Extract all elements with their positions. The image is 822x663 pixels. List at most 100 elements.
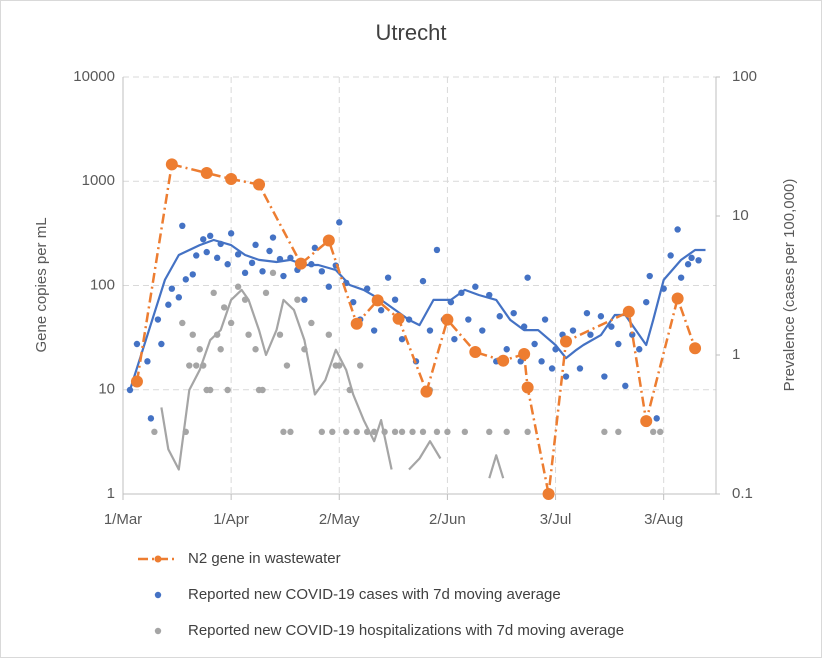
data-point	[447, 298, 455, 306]
data-point	[560, 335, 573, 348]
data-point	[677, 274, 685, 281]
data-point	[419, 277, 427, 285]
data-point	[458, 289, 465, 297]
data-point	[531, 340, 538, 348]
data-point	[133, 340, 141, 348]
data-point	[196, 346, 203, 353]
data-point	[301, 296, 308, 303]
y2-tick-label: 100	[732, 68, 757, 85]
data-point	[280, 428, 287, 436]
data-point	[650, 428, 657, 436]
data-point	[252, 346, 259, 353]
data-point	[259, 268, 266, 275]
data-point	[524, 274, 531, 281]
data-point	[269, 269, 277, 277]
data-point	[419, 428, 427, 436]
data-point	[548, 365, 556, 372]
data-point	[398, 428, 406, 436]
legend-label: Reported new COVID-19 cases with 7d movi…	[188, 586, 561, 603]
data-point	[569, 327, 577, 334]
data-point	[168, 285, 176, 292]
data-point	[147, 415, 155, 422]
data-point	[587, 331, 594, 338]
data-point	[465, 316, 472, 323]
data-point	[182, 276, 189, 283]
data-point	[318, 428, 326, 436]
data-point	[409, 428, 416, 436]
data-point	[151, 428, 158, 436]
data-point	[350, 298, 357, 306]
data-point	[363, 428, 371, 436]
data-point	[336, 362, 343, 369]
data-point	[433, 428, 441, 436]
data-point	[517, 358, 524, 365]
data-point	[542, 488, 555, 500]
legend-marker	[154, 591, 162, 599]
data-point	[674, 226, 681, 233]
data-point	[521, 381, 534, 394]
data-point	[510, 309, 517, 317]
data-point	[486, 291, 493, 299]
x-tick-label: 3/Jul	[540, 511, 572, 528]
data-point	[248, 259, 256, 267]
data-point	[371, 294, 384, 307]
data-point	[426, 327, 434, 334]
data-point	[322, 234, 335, 247]
legend-label: N2 gene in wastewater	[188, 550, 341, 567]
data-point	[405, 316, 413, 323]
data-point	[280, 272, 287, 280]
data-point	[308, 319, 315, 327]
y2-tick-label: 0.1	[732, 485, 753, 502]
data-point	[165, 158, 178, 171]
data-point	[643, 298, 650, 306]
x-tick-label: 2/Jun	[429, 511, 466, 528]
data-point	[227, 319, 235, 327]
data-point	[363, 285, 371, 292]
data-point	[220, 304, 228, 311]
data-point	[451, 335, 458, 343]
data-point	[615, 340, 622, 348]
data-point	[583, 309, 591, 317]
data-point	[186, 362, 193, 369]
data-point	[207, 232, 214, 240]
data-point	[213, 254, 221, 262]
data-point	[615, 428, 622, 436]
data-point	[224, 261, 231, 268]
data-point	[472, 283, 479, 290]
data-point	[234, 251, 242, 258]
data-point	[217, 346, 224, 353]
data-point	[671, 292, 684, 305]
data-point	[420, 385, 433, 398]
data-point	[370, 428, 378, 436]
data-point	[391, 296, 399, 303]
data-point	[689, 342, 702, 355]
data-point	[126, 386, 134, 394]
data-point	[213, 331, 221, 338]
data-point	[381, 428, 388, 436]
data-point	[486, 428, 493, 436]
data-point	[179, 319, 186, 327]
data-point	[225, 173, 238, 186]
data-point	[210, 289, 217, 297]
data-point	[182, 428, 189, 436]
data-point	[391, 428, 399, 436]
data-point	[269, 234, 277, 241]
data-point	[287, 428, 294, 436]
data-point	[629, 331, 636, 338]
data-point	[357, 362, 364, 369]
data-point	[346, 386, 353, 394]
data-point	[144, 358, 151, 365]
data-point	[154, 316, 162, 323]
data-point	[695, 257, 702, 264]
data-point	[234, 283, 242, 290]
data-point	[503, 346, 510, 353]
data-point	[283, 362, 291, 369]
data-point	[640, 415, 653, 428]
data-point	[370, 327, 378, 334]
legend-marker	[154, 555, 162, 563]
data-point	[601, 428, 608, 436]
chart-title: Utrecht	[376, 20, 447, 45]
data-point	[646, 272, 653, 280]
y2-axis-label: Prevalence (cases per 100,000)	[781, 179, 798, 392]
